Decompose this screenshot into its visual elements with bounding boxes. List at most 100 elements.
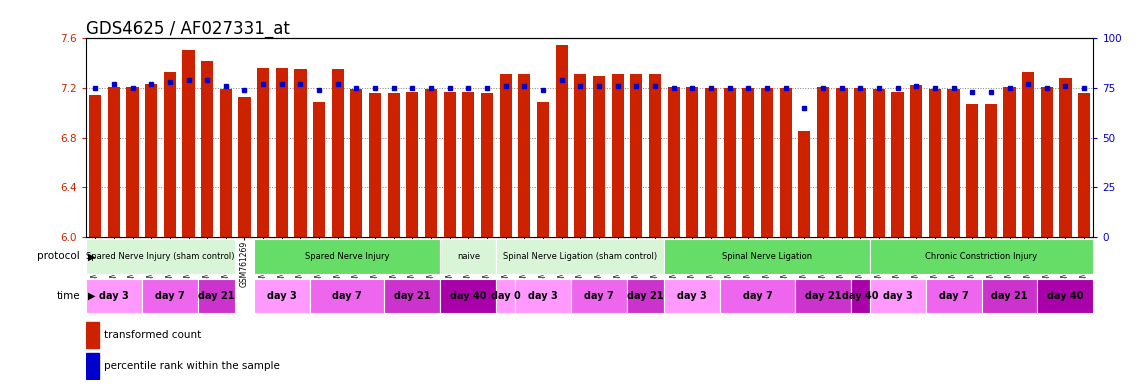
Bar	[126, 87, 139, 237]
Bar	[497, 279, 515, 313]
Bar	[611, 74, 624, 237]
Bar	[385, 279, 441, 313]
Bar	[851, 279, 869, 313]
Bar	[1041, 87, 1053, 237]
Text: day 21: day 21	[992, 291, 1028, 301]
Bar	[443, 92, 456, 237]
Text: day 21: day 21	[805, 291, 842, 301]
Text: day 21: day 21	[394, 291, 431, 301]
Text: day 3: day 3	[883, 291, 913, 301]
Bar	[1003, 87, 1016, 237]
Text: day 40: day 40	[1048, 291, 1083, 301]
Bar	[854, 88, 867, 237]
Bar	[925, 279, 981, 313]
Text: day 7: day 7	[584, 291, 614, 301]
Text: day 7: day 7	[743, 291, 773, 301]
Bar	[145, 84, 157, 237]
Bar	[198, 279, 235, 313]
Bar	[1022, 72, 1034, 237]
Text: Spared Nerve Injury (sham control): Spared Nerve Injury (sham control)	[86, 252, 235, 261]
Bar	[254, 279, 310, 313]
Bar	[761, 88, 773, 237]
Bar	[724, 88, 736, 237]
Bar	[630, 74, 642, 237]
Bar	[463, 92, 474, 237]
Bar	[276, 68, 287, 237]
Bar	[555, 45, 568, 237]
Bar	[441, 239, 497, 274]
Text: time: time	[56, 291, 80, 301]
Bar	[593, 76, 605, 237]
Text: day 21: day 21	[627, 291, 664, 301]
Text: day 40: day 40	[842, 291, 878, 301]
Bar	[742, 88, 755, 237]
Bar	[313, 102, 325, 237]
Bar	[202, 61, 213, 237]
Text: protocol: protocol	[38, 251, 80, 261]
Text: naive: naive	[457, 252, 480, 261]
Bar	[627, 279, 664, 313]
Bar	[164, 72, 176, 237]
Bar	[350, 89, 363, 237]
Bar	[1059, 78, 1072, 237]
Bar	[795, 279, 851, 313]
Bar	[86, 239, 235, 274]
Bar	[892, 92, 903, 237]
Text: day 3: day 3	[267, 291, 297, 301]
Bar	[310, 279, 385, 313]
Bar	[869, 239, 1093, 274]
Text: day 7: day 7	[939, 291, 969, 301]
Bar	[966, 104, 978, 237]
Bar	[798, 131, 811, 237]
Bar	[720, 279, 795, 313]
Bar	[258, 68, 269, 237]
Bar	[981, 279, 1037, 313]
Bar	[515, 279, 571, 313]
Bar	[89, 95, 101, 237]
Bar	[816, 87, 829, 237]
Bar	[142, 279, 198, 313]
Bar	[499, 74, 512, 237]
Bar	[537, 102, 550, 237]
Text: day 0: day 0	[491, 291, 521, 301]
Bar	[836, 88, 847, 237]
Bar	[664, 279, 720, 313]
Bar	[86, 322, 98, 348]
Bar	[388, 93, 400, 237]
Bar	[481, 93, 493, 237]
Text: day 3: day 3	[98, 291, 128, 301]
Bar	[780, 88, 791, 237]
Bar	[369, 93, 381, 237]
Bar	[86, 279, 142, 313]
Bar	[668, 87, 680, 237]
Text: Spared Nerve Injury: Spared Nerve Injury	[305, 252, 389, 261]
Text: ▶: ▶	[88, 291, 96, 301]
Bar	[406, 92, 418, 237]
Text: day 7: day 7	[332, 291, 362, 301]
Text: day 3: day 3	[678, 291, 708, 301]
Bar	[497, 239, 664, 274]
Text: Chronic Constriction Injury: Chronic Constriction Injury	[925, 252, 1037, 261]
Bar	[869, 279, 925, 313]
Bar	[86, 353, 98, 379]
Bar	[686, 87, 698, 237]
Bar	[705, 88, 717, 237]
Bar	[1079, 93, 1090, 237]
Bar	[182, 50, 195, 237]
Bar	[929, 89, 941, 237]
Text: day 40: day 40	[450, 291, 487, 301]
Text: transformed count: transformed count	[104, 330, 202, 340]
Bar	[519, 74, 530, 237]
Bar	[575, 74, 586, 237]
Text: day 3: day 3	[528, 291, 558, 301]
Bar	[571, 279, 627, 313]
Bar	[441, 279, 497, 313]
Bar	[664, 239, 869, 274]
Bar	[649, 74, 661, 237]
Bar	[332, 70, 343, 237]
Bar	[872, 89, 885, 237]
Bar	[108, 87, 120, 237]
Bar	[425, 89, 437, 237]
Text: percentile rank within the sample: percentile rank within the sample	[104, 361, 279, 371]
Bar	[294, 70, 307, 237]
